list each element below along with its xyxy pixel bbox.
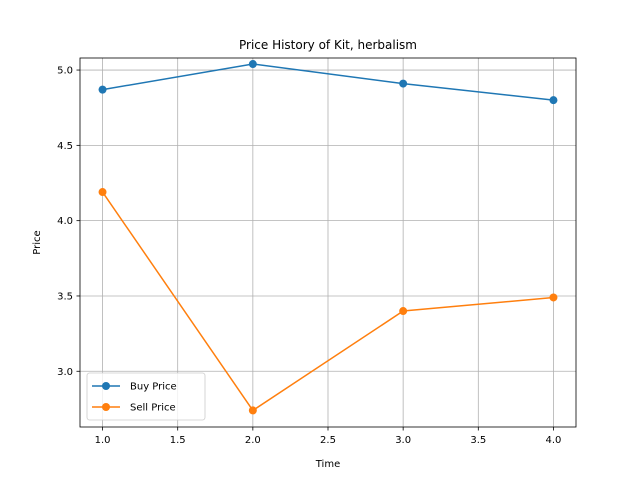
x-axis-ticks: 1.0 1.5 2.0 2.5 3.0 3.5 4.0 [95,427,562,446]
buy-price-line [102,63,554,101]
sell-price-point [549,293,558,302]
sell-price-legend-label: Sell Price [130,403,176,414]
sell-price-point [399,307,408,316]
buy-price-legend-label: Buy Price [130,382,177,393]
buy-price-point [399,79,408,88]
x-tick-label: 1.0 [95,435,111,446]
y-tick-label: 3.0 [57,367,73,378]
x-tick-label: 1.5 [170,435,186,446]
x-tick-label: 3.5 [470,435,486,446]
sell-price-point [98,188,107,197]
y-tick-label: 3.5 [57,291,73,302]
chart-title: Price History of Kit, herbalism [239,38,417,52]
sell-price-legend-marker [102,403,110,411]
sell-price-line [101,191,554,412]
x-axis-label: Time [315,459,340,470]
x-tick-label: 4.0 [546,435,562,446]
series-group [98,60,558,415]
x-tick-label: 2.0 [245,435,261,446]
buy-price-point [248,60,257,69]
x-tick-label: 3.0 [395,435,411,446]
grid [80,58,576,427]
y-tick-label: 5.0 [57,66,73,77]
y-tick-label: 4.0 [57,216,73,227]
x-tick-label: 2.5 [320,435,336,446]
y-tick-label: 4.5 [57,141,73,152]
legend-box [86,372,206,421]
legend: Buy Price Sell Price [86,372,206,421]
buy-price-point [549,96,558,105]
sell-price-point [248,406,257,415]
buy-price-legend-marker [102,382,110,390]
y-axis-label: Price [32,230,43,254]
y-axis-ticks: 3.0 3.5 4.0 4.5 5.0 [57,66,80,378]
buy-price-point [98,85,107,94]
